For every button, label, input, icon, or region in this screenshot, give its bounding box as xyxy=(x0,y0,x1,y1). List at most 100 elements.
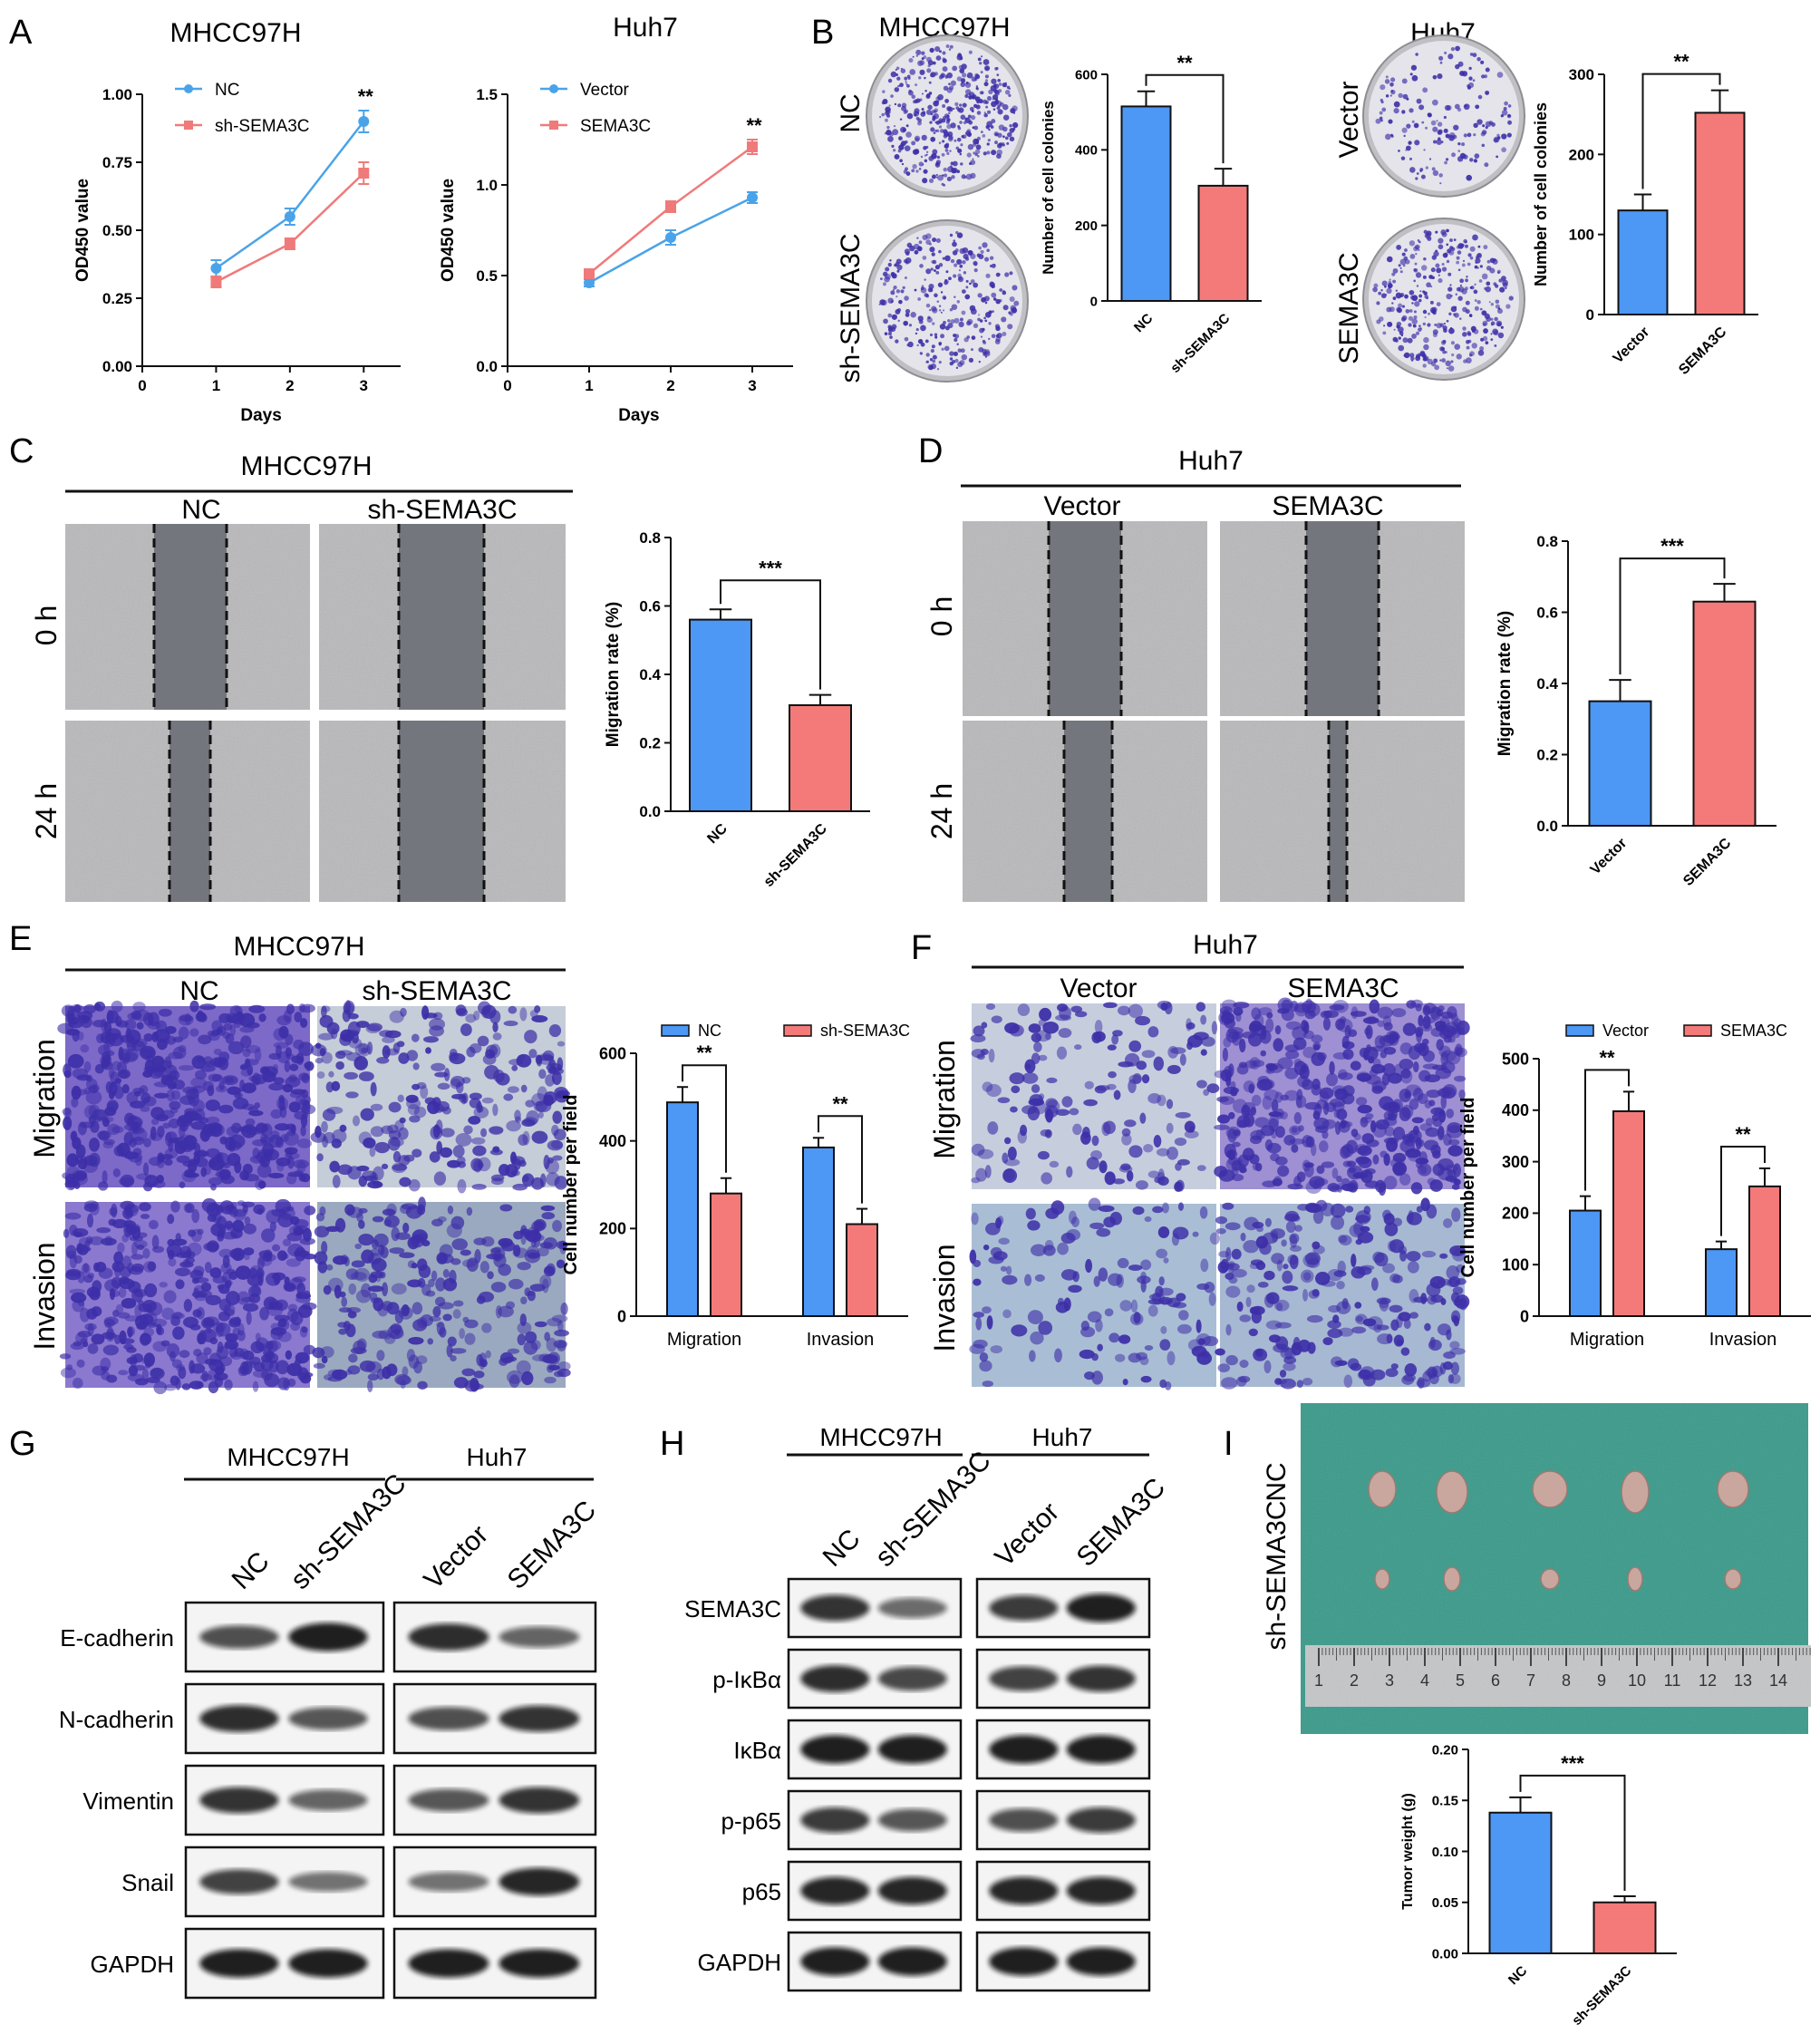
stained-cell xyxy=(1422,1005,1431,1016)
stained-cell xyxy=(1422,1016,1437,1024)
stained-cell xyxy=(1159,1379,1167,1389)
stained-cell xyxy=(1427,1177,1437,1186)
stained-cell xyxy=(1331,1167,1339,1179)
colony xyxy=(1389,278,1391,281)
colony xyxy=(1437,73,1443,80)
stained-cell xyxy=(108,1090,115,1099)
x-tick-label: Invasion xyxy=(807,1330,875,1350)
colony xyxy=(1002,290,1007,295)
colony xyxy=(931,252,935,257)
stained-cell xyxy=(408,1336,424,1345)
stained-cell xyxy=(523,1341,538,1355)
colony xyxy=(931,152,937,160)
stained-cell xyxy=(557,1361,571,1371)
stained-cell xyxy=(268,1082,285,1091)
stained-cell xyxy=(123,1131,133,1146)
stained-cell xyxy=(492,1022,499,1032)
colony xyxy=(923,169,928,174)
stained-cell xyxy=(101,1018,108,1033)
stained-cell xyxy=(1037,1150,1050,1160)
stained-cell xyxy=(1302,1272,1312,1281)
stained-cell xyxy=(121,1298,137,1309)
protein-band xyxy=(408,1788,489,1812)
stained-cell xyxy=(1218,1169,1235,1182)
stained-cell xyxy=(148,1219,159,1230)
stained-cell xyxy=(1030,1244,1047,1256)
colony xyxy=(959,103,963,107)
stained-cell xyxy=(462,1316,470,1323)
stained-cell xyxy=(101,1061,113,1070)
colony xyxy=(911,94,916,99)
y-tick-label: 0.2 xyxy=(639,734,661,751)
scratch-gap xyxy=(169,721,210,902)
colony xyxy=(1013,300,1020,306)
colony xyxy=(920,155,924,159)
stained-cell xyxy=(406,1050,419,1061)
colony xyxy=(1495,304,1500,309)
colony xyxy=(944,325,950,331)
colony xyxy=(1448,327,1455,334)
stained-cell xyxy=(1143,1143,1154,1153)
stained-cell xyxy=(1297,1075,1311,1088)
stained-cell xyxy=(1141,1050,1156,1059)
colony xyxy=(1414,301,1420,307)
colony xyxy=(928,92,933,95)
stained-cell xyxy=(297,1098,309,1112)
colony xyxy=(949,357,954,361)
colony xyxy=(929,333,934,337)
colony xyxy=(956,232,963,238)
colony xyxy=(1493,330,1499,336)
colony xyxy=(1395,339,1399,343)
stained-cell xyxy=(226,1279,233,1286)
colony xyxy=(914,149,920,155)
stained-cell xyxy=(1384,1222,1399,1236)
stained-cell xyxy=(1422,1371,1432,1382)
stained-cell xyxy=(1417,1377,1425,1389)
colony xyxy=(934,335,938,339)
stained-cell xyxy=(1362,1318,1377,1327)
colony xyxy=(915,116,920,121)
stained-cell xyxy=(1402,1022,1417,1036)
colony xyxy=(1382,331,1387,335)
colony xyxy=(950,319,955,325)
stained-cell xyxy=(384,1048,400,1056)
colony xyxy=(964,294,971,300)
stained-cell xyxy=(323,1374,333,1380)
colony xyxy=(1438,277,1443,284)
colony xyxy=(1469,158,1474,162)
stained-cell xyxy=(278,1094,285,1103)
stained-cell xyxy=(106,1374,118,1383)
stained-cell xyxy=(1322,1017,1331,1031)
stained-cell xyxy=(155,1020,168,1032)
stained-cell xyxy=(117,1061,127,1074)
stained-cell xyxy=(139,1084,149,1095)
stained-cell xyxy=(218,1104,234,1114)
colony xyxy=(951,304,958,311)
stained-cell xyxy=(1159,1339,1171,1351)
stained-cell xyxy=(268,1301,284,1311)
colony xyxy=(1431,276,1435,280)
stained-cell xyxy=(536,1055,543,1067)
stained-cell xyxy=(247,1285,262,1298)
stained-cell xyxy=(389,1247,405,1254)
stained-cell xyxy=(1316,1165,1325,1175)
stained-cell xyxy=(205,1099,220,1111)
y-tick-label: 0.4 xyxy=(639,666,661,683)
colony xyxy=(929,247,935,253)
stained-cell xyxy=(546,1337,557,1352)
panel-g-group-2: Huh7 xyxy=(467,1443,528,1471)
colony xyxy=(1399,258,1407,266)
stained-cell xyxy=(481,1322,492,1333)
tumor-nc xyxy=(1368,1470,1397,1508)
stained-cell xyxy=(202,1080,214,1091)
colony xyxy=(981,55,983,58)
colony xyxy=(1401,110,1406,114)
stained-cell xyxy=(470,1377,479,1392)
stained-cell xyxy=(319,1014,334,1028)
colony xyxy=(935,120,941,125)
stained-cell xyxy=(282,1238,292,1247)
stained-cell xyxy=(520,1225,528,1235)
colony xyxy=(947,111,951,115)
colony xyxy=(1446,293,1452,300)
stained-cell xyxy=(187,1251,196,1259)
